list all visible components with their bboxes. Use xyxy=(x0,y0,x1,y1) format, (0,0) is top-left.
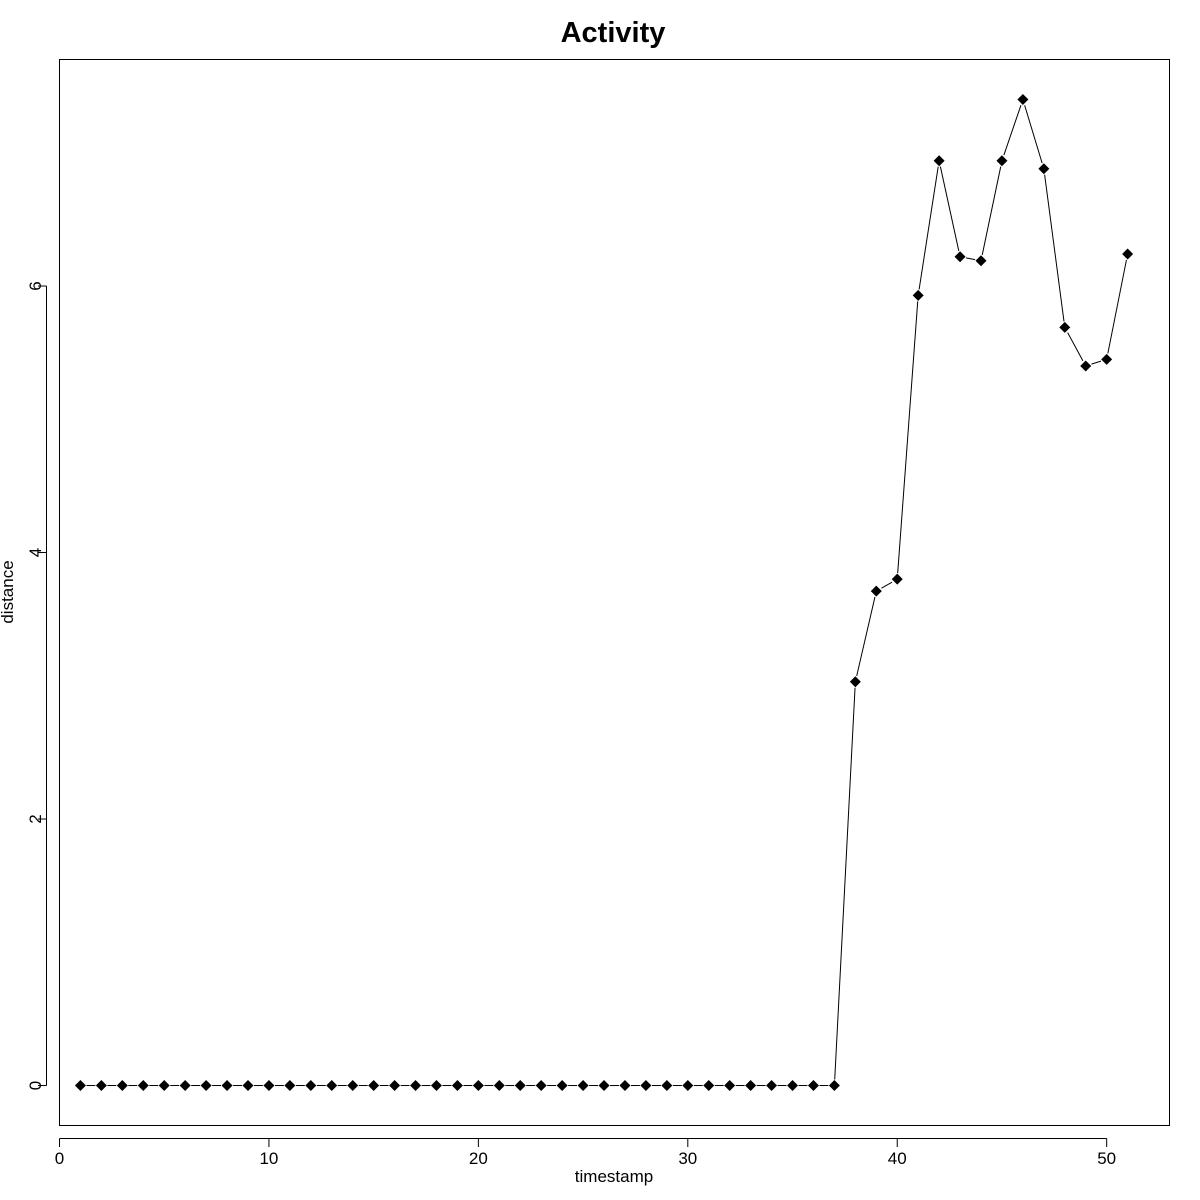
x-tick-label: 0 xyxy=(55,1149,64,1168)
y-tick-label: 2 xyxy=(26,814,45,823)
data-point xyxy=(472,1080,484,1092)
data-point xyxy=(137,1080,149,1092)
series-line-segment xyxy=(1044,174,1065,322)
data-point xyxy=(1080,360,1092,372)
data-point xyxy=(200,1080,212,1092)
x-tick-label: 50 xyxy=(1097,1149,1116,1168)
data-point xyxy=(242,1080,254,1092)
series-line-segment xyxy=(1024,105,1043,164)
series-line-segment xyxy=(981,166,1002,255)
data-point xyxy=(95,1080,107,1092)
data-point xyxy=(703,1080,715,1092)
data-point xyxy=(305,1080,317,1092)
data-point xyxy=(556,1080,568,1092)
x-tick-label: 10 xyxy=(259,1149,278,1168)
data-point xyxy=(535,1080,547,1092)
data-point xyxy=(766,1080,778,1092)
data-point xyxy=(116,1080,128,1092)
data-point xyxy=(263,1080,275,1092)
y-tick-label: 6 xyxy=(26,281,45,290)
data-point xyxy=(975,255,987,267)
series-line-segment xyxy=(1003,104,1022,156)
series-line-segment xyxy=(939,166,960,251)
data-point xyxy=(598,1080,610,1092)
chart-title: Activity xyxy=(561,17,666,49)
data-point xyxy=(912,289,924,301)
x-tick-label: 40 xyxy=(888,1149,907,1168)
data-point xyxy=(849,676,861,688)
y-tick-label: 0 xyxy=(26,1081,45,1090)
data-point xyxy=(619,1080,631,1092)
data-point xyxy=(724,1080,736,1092)
y-tick-label: 4 xyxy=(26,548,45,557)
series-line-segment xyxy=(918,166,939,290)
data-point xyxy=(493,1080,505,1092)
data-point xyxy=(326,1080,338,1092)
data-point xyxy=(514,1080,526,1092)
data-point xyxy=(787,1080,799,1092)
data-point xyxy=(891,573,903,585)
y-axis: 0 2 4 6 xyxy=(26,281,47,1090)
x-axis-label: timestamp xyxy=(575,1167,653,1186)
x-tick-label: 20 xyxy=(469,1149,488,1168)
data-point xyxy=(1017,93,1029,105)
data-point xyxy=(1101,353,1113,365)
series-line-segment xyxy=(881,581,893,589)
data-point xyxy=(640,1080,652,1092)
data-point xyxy=(577,1080,589,1092)
data-point xyxy=(870,585,882,597)
data-point xyxy=(410,1080,422,1092)
data-point xyxy=(933,155,945,167)
data-point xyxy=(158,1080,170,1092)
series-line-segment xyxy=(965,257,976,261)
series-line-segment xyxy=(856,596,876,677)
x-tick-label: 30 xyxy=(678,1149,697,1168)
x-axis: 0 10 20 30 40 50 xyxy=(55,1138,1116,1168)
data-point xyxy=(1059,321,1071,333)
data-point xyxy=(954,251,966,263)
series-line-segment xyxy=(834,687,856,1080)
data-point xyxy=(179,1080,191,1092)
data-point xyxy=(1038,163,1050,175)
series-line-segment xyxy=(1107,259,1127,354)
data-point xyxy=(996,155,1008,167)
series-line-segment xyxy=(1067,332,1084,361)
data-point xyxy=(828,1080,840,1092)
data-point xyxy=(74,1080,86,1092)
plot-frame xyxy=(59,59,1170,1126)
y-axis-label: distance xyxy=(0,560,17,623)
data-point xyxy=(661,1080,673,1092)
series-line-segment xyxy=(897,301,919,574)
series-line-segment xyxy=(1091,360,1102,365)
data-point xyxy=(347,1080,359,1092)
data-series xyxy=(74,93,1134,1092)
data-point xyxy=(430,1080,442,1092)
data-point xyxy=(807,1080,819,1092)
data-point xyxy=(745,1080,757,1092)
data-point xyxy=(451,1080,463,1092)
data-point xyxy=(368,1080,380,1092)
data-point xyxy=(1122,248,1134,260)
data-point xyxy=(284,1080,296,1092)
data-point xyxy=(389,1080,401,1092)
data-point xyxy=(221,1080,233,1092)
data-point xyxy=(682,1080,694,1092)
